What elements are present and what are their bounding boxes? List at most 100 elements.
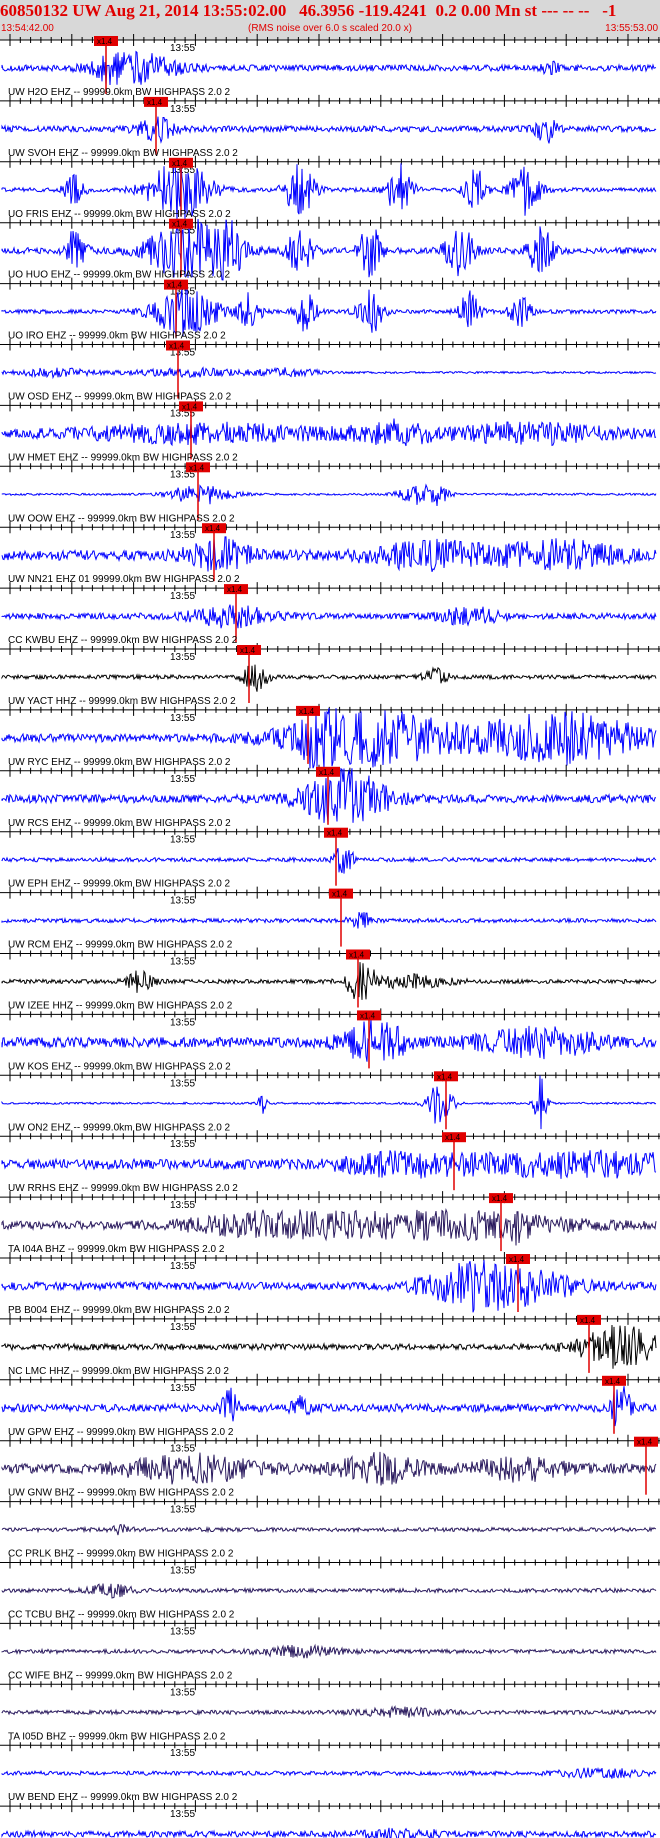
pick-scale-label: x1.4 <box>509 1255 525 1264</box>
waveform <box>1 1583 657 1599</box>
tick-time-label: 13:55 <box>170 348 195 359</box>
time-ticks <box>9 764 660 777</box>
station-label: UO HUO EHZ -- 99999.0km BW HIGHPASS 2.0 … <box>8 270 231 281</box>
start-time: 13:54:42.00 <box>1 23 54 34</box>
waveform <box>1 116 657 144</box>
pick-flag <box>144 96 168 107</box>
waveform <box>1 1324 657 1369</box>
trace-24: 13:55 x1.4 UW GNW BHZ -- 99999.0km BW HIGH… <box>0 1434 660 1499</box>
trace-28: 13:55 TA I05D BHZ -- 99999.0km BW HIGHPAS… <box>0 1678 660 1742</box>
waveform <box>1 1705 657 1718</box>
station-label: UW GPW EHZ -- 99999.0km BW HIGHPASS 2.0 … <box>8 1427 234 1438</box>
time-ticks <box>9 1556 660 1569</box>
waveform <box>1 1451 657 1486</box>
waveform <box>1 664 657 692</box>
station-label: UW H2O EHZ -- 99999.0km BW HIGHPASS 2.0 … <box>8 87 231 98</box>
time-ticks <box>9 460 660 473</box>
pick-scale-label: x1.4 <box>189 463 205 472</box>
tick-time-label: 13:55 <box>170 1261 195 1272</box>
time-ticks <box>9 825 660 838</box>
pick-scale-label: x1.4 <box>349 951 365 960</box>
pick-scale-label: x1.4 <box>360 1011 376 1020</box>
time-ticks <box>9 399 660 412</box>
waveform <box>1 1643 657 1659</box>
station-label: UW RCM EHZ -- 99999.0km BW HIGHPASS 2.0 … <box>8 940 233 951</box>
trace-13: 13:55 x1.4 UW RCS EHZ -- 99999.0km BW HIGH… <box>0 764 660 829</box>
trace-20: 13:55 x1.4 TA I04A BHZ -- 99999.0km BW HIG… <box>0 1191 660 1255</box>
station-label: CC PRLK BHZ -- 99999.0km BW HIGHPASS 2.0… <box>8 1549 234 1560</box>
trace-1: 13:55 x1.4 UW H2O EHZ -- 99999.0km BW HIGH… <box>0 34 660 98</box>
station-label: UW ON2 EHZ -- 99999.0km BW HIGHPASS 2.0 … <box>8 1122 231 1133</box>
time-ticks <box>9 1373 660 1386</box>
pick-scale-label: x1.4 <box>240 646 256 655</box>
station-label: UW YACT HHZ -- 99999.0km BW HIGHPASS 2.0… <box>8 696 236 707</box>
trace-10: 13:55 x1.4 CC KWBU EHZ -- 99999.0km BW HIG… <box>0 582 660 646</box>
noise-note: (RMS noise over 6.0 s scaled 20.0 x) <box>248 23 412 34</box>
tick-time-label: 13:55 <box>170 104 195 115</box>
pick-flag <box>179 401 203 412</box>
trace-21: 13:55 x1.4 PB B004 EHZ -- 99999.0km BW HIG… <box>0 1252 660 1316</box>
station-label: UW BEND EHZ -- 99999.0km BW HIGHPASS 2.0… <box>8 1792 238 1803</box>
tick-time-label: 13:55 <box>170 652 195 663</box>
pick-scale-label: x1.4 <box>299 707 315 716</box>
pick-scale-label: x1.4 <box>227 585 243 594</box>
time-ticks <box>9 1434 660 1447</box>
pick-flag <box>324 827 348 838</box>
station-label: UO IRO EHZ -- 99999.0km BW HIGHPASS 2.0 … <box>8 331 226 342</box>
time-ticks <box>9 1678 660 1691</box>
pick-scale-label: x1.4 <box>169 342 185 351</box>
time-ticks <box>9 521 660 534</box>
time-ticks <box>9 643 660 655</box>
tick-time-label: 13:55 <box>170 1322 195 1333</box>
station-label: UW IZEE HHZ -- 99999.0km BW HIGHPASS 2.0… <box>8 1001 233 1012</box>
waveform <box>1 962 657 1000</box>
tick-time-label: 13:55 <box>170 530 195 541</box>
pick-flag <box>346 949 370 960</box>
pick-flag <box>434 1071 458 1082</box>
pick-flag <box>442 1132 466 1143</box>
waveform <box>1 1019 657 1062</box>
time-ticks <box>9 947 660 960</box>
trace-25: 13:55 CC PRLK BHZ -- 99999.0km BW HIGHPAS… <box>0 1495 660 1560</box>
tick-time-label: 13:55 <box>170 43 195 54</box>
pick-flag <box>94 36 118 46</box>
waveform <box>1 1523 657 1536</box>
tick-time-label: 13:55 <box>170 713 195 724</box>
station-label: UW EPH EHZ -- 99999.0km BW HIGHPASS 2.0 … <box>8 879 231 890</box>
pick-scale-label: x1.4 <box>605 1377 621 1386</box>
waveform <box>1 1767 657 1779</box>
station-label: PB B004 EHZ -- 99999.0km BW HIGHPASS 2.0… <box>8 1305 230 1316</box>
station-label: UW NN21 EHZ 01 99999.0km BW HIGHPASS 2.0… <box>8 574 240 585</box>
station-label: CC WIFE BHZ -- 99999.0km BW HIGHPASS 2.0… <box>8 1670 233 1681</box>
time-ticks <box>9 338 660 351</box>
station-label: UW RCS EHZ -- 99999.0km BW HIGHPASS 2.0 … <box>8 818 231 829</box>
pick-flag <box>489 1193 513 1204</box>
tick-time-label: 13:55 <box>170 1566 195 1577</box>
time-ticks <box>9 1191 660 1204</box>
station-label: UO FRIS EHZ -- 99999.0km BW HIGHPASS 2.0… <box>8 209 231 220</box>
pick-scale-label: x1.4 <box>167 281 183 290</box>
tick-time-label: 13:55 <box>170 774 195 785</box>
pick-flag <box>296 705 320 716</box>
tick-time-label: 13:55 <box>170 165 195 176</box>
pick-scale-label: x1.4 <box>182 402 198 411</box>
tick-time-label: 13:55 <box>170 835 195 846</box>
pick-flag <box>186 462 210 473</box>
waveform <box>1 1386 657 1427</box>
pick-flag <box>329 888 353 899</box>
trace-12: 13:55 x1.4 UW RYC EHZ -- 99999.0km BW HIGH… <box>0 703 660 770</box>
pick-scale-label: x1.4 <box>580 1316 596 1325</box>
pick-scale-label: x1.4 <box>492 1194 508 1203</box>
waveform <box>1 604 657 629</box>
pick-flag <box>202 523 226 534</box>
waveform <box>1 283 657 337</box>
tick-time-label: 13:55 <box>170 287 195 298</box>
station-label: UW HMET EHZ -- 99999.0km BW HIGHPASS 2.0… <box>8 452 238 463</box>
pick-scale-label: x1.4 <box>445 1133 461 1142</box>
time-ticks <box>9 277 660 290</box>
